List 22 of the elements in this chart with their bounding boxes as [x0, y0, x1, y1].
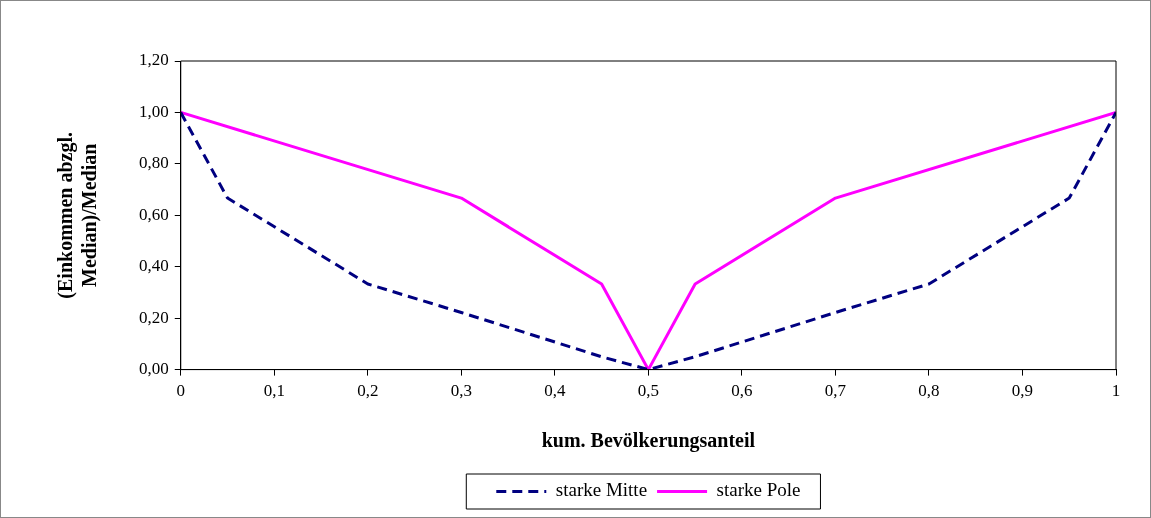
x-tick-label: 0 — [176, 381, 185, 401]
y-tick-label: 1,20 — [139, 50, 169, 70]
legend-label: starke Mitte — [555, 479, 648, 501]
y-tick-label: 0,60 — [139, 204, 169, 224]
x-axis-title: kum. Bevölkerungsanteil — [541, 429, 756, 453]
x-tick-label: 0,3 — [450, 381, 472, 401]
x-tick-label: 1 — [1111, 381, 1121, 401]
y-tick-label: 0,40 — [139, 256, 169, 276]
x-tick-label: 0,6 — [731, 381, 753, 401]
x-tick-label: 0,1 — [263, 381, 285, 401]
y-axis-title: (Einkommen abzgl. Median)/Median — [54, 131, 102, 299]
y-tick-label: 1,00 — [139, 101, 169, 121]
y-tick-label: 0,80 — [139, 153, 169, 173]
y-tick-label: 0,20 — [139, 307, 169, 327]
x-tick-label: 0,5 — [637, 381, 659, 401]
y-tick-label: 0,00 — [139, 359, 169, 379]
x-tick-label: 0,8 — [918, 381, 940, 401]
x-tick-label: 0,4 — [544, 381, 566, 401]
x-tick-label: 0,9 — [1011, 381, 1034, 401]
legend-label: starke Pole — [716, 479, 801, 501]
x-tick-label: 0,7 — [824, 381, 847, 401]
x-tick-label: 0,2 — [357, 381, 379, 401]
